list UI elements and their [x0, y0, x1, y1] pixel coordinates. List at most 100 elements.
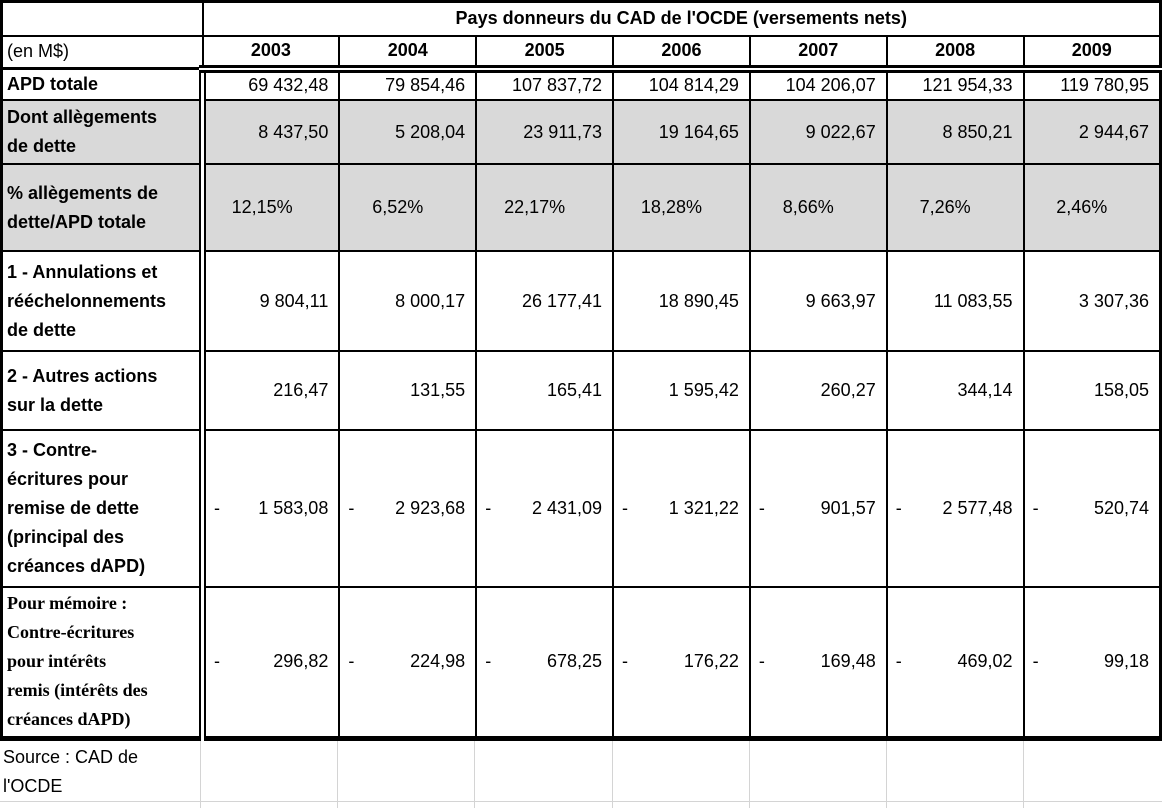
value-cell: 26 177,41 [475, 250, 615, 352]
minus-sign: - [895, 498, 902, 518]
year-header: 2009 [1022, 34, 1162, 73]
minus-sign: - [214, 651, 220, 672]
value-cell: 131,55 [338, 350, 478, 431]
value-cell: 8 000,17 [338, 250, 478, 352]
minus-sign: - [348, 651, 355, 672]
table-row-pct-allegements: % allègements de dette/APD totale 12,15%… [0, 163, 1162, 252]
value-cell: 119 780,95 [1022, 67, 1162, 101]
minus-sign: - [622, 651, 629, 672]
negative-value-cell: -1 583,08 [199, 429, 341, 588]
table-row-pour-memoire: Pour mémoire : Contre-écritures pour int… [0, 586, 1162, 741]
gridline-vertical [749, 740, 750, 808]
row-label: 3 - Contre- écritures pour remise de det… [0, 429, 204, 588]
percent-cell: 7,26% [885, 163, 1025, 252]
minus-sign: - [1032, 498, 1039, 518]
minus-sign: - [758, 651, 765, 672]
value-cell: 69 432,48 [199, 67, 341, 101]
value-cell: 104 814,29 [612, 67, 751, 101]
value-cell: 121 954,33 [885, 67, 1025, 101]
value-cell: 79 854,46 [338, 67, 478, 101]
value-cell: 9 804,11 [199, 250, 341, 352]
percent-cell: 22,17% [475, 163, 615, 252]
table-row-autres-actions: 2 - Autres actions sur la dette 216,47 1… [0, 350, 1162, 431]
negative-value-cell: -901,57 [748, 429, 888, 588]
minus-sign: - [622, 498, 629, 518]
value-cell: 344,14 [885, 350, 1025, 431]
table-row-contre-ecritures: 3 - Contre- écritures pour remise de det… [0, 429, 1162, 588]
source-strip: Source : CAD de l'OCDE [0, 740, 1162, 808]
negative-value-cell: -2 577,48 [885, 429, 1025, 588]
percent-cell: 2,46% [1022, 163, 1162, 252]
year-header: 2006 [612, 34, 751, 73]
source-note: Source : CAD de l'OCDE [3, 746, 139, 796]
value-cell: 8 437,50 [199, 99, 341, 165]
value-cell: 107 837,72 [475, 67, 615, 101]
value-cell: 19 164,65 [612, 99, 751, 165]
value-cell: 260,27 [748, 350, 888, 431]
minus-sign: - [214, 498, 220, 518]
data-table: Pays donneurs du CAD de l'OCDE (versemen… [0, 0, 1162, 741]
value-cell: 23 911,73 [475, 99, 615, 165]
negative-value-cell: -520,74 [1022, 429, 1162, 588]
percent-cell: 18,28% [612, 163, 751, 252]
gridline-vertical [200, 740, 201, 808]
value-cell: 8 850,21 [885, 99, 1025, 165]
value-cell: 9 022,67 [748, 99, 888, 165]
gridline-vertical [886, 740, 887, 808]
value-cell: 11 083,55 [885, 250, 1025, 352]
gridline-vertical [1023, 740, 1024, 808]
minus-sign: - [1032, 651, 1039, 672]
negative-value-cell: -176,22 [612, 586, 751, 741]
gridline-vertical [612, 740, 613, 808]
year-header: 2004 [338, 34, 478, 73]
table-row-apd-totale: APD totale 69 432,48 79 854,46 107 837,7… [0, 67, 1162, 101]
negative-value-cell: -1 321,22 [612, 429, 751, 588]
negative-value-cell: -2 923,68 [338, 429, 478, 588]
table-row-annulations: 1 - Annulations et rééchelonnements de d… [0, 250, 1162, 352]
minus-sign: - [485, 498, 492, 518]
negative-value-cell: -169,48 [748, 586, 888, 741]
table-title: Pays donneurs du CAD de l'OCDE (versemen… [201, 0, 1162, 37]
year-header: 2008 [885, 34, 1025, 73]
row-label: 2 - Autres actions sur la dette [0, 350, 204, 431]
row-label: 1 - Annulations et rééchelonnements de d… [0, 250, 204, 352]
row-label: % allègements de dette/APD totale [0, 163, 204, 252]
percent-cell: 6,52% [338, 163, 478, 252]
value-cell: 158,05 [1022, 350, 1162, 431]
negative-value-cell: -224,98 [338, 586, 478, 741]
percent-cell: 8,66% [748, 163, 888, 252]
year-header: 2003 [201, 34, 341, 73]
percent-cell: 12,15% [199, 163, 341, 252]
value-cell: 216,47 [199, 350, 341, 431]
value-cell: 165,41 [475, 350, 615, 431]
negative-value-cell: -2 431,09 [475, 429, 615, 588]
value-cell: 1 595,42 [612, 350, 751, 431]
gridline-vertical [337, 740, 338, 808]
value-cell: 104 206,07 [748, 67, 888, 101]
row-label: Dont allègements de dette [0, 99, 204, 165]
minus-sign: - [348, 498, 355, 518]
negative-value-cell: -99,18 [1022, 586, 1162, 741]
value-cell: 2 944,67 [1022, 99, 1162, 165]
value-cell: 5 208,04 [338, 99, 478, 165]
minus-sign: - [485, 651, 492, 672]
gridline-horizontal [0, 800, 1162, 802]
title-row: Pays donneurs du CAD de l'OCDE (versemen… [0, 0, 1162, 37]
table-row-dont-allegements: Dont allègements de dette 8 437,50 5 208… [0, 99, 1162, 165]
minus-sign: - [758, 498, 765, 518]
minus-sign: - [895, 651, 902, 672]
negative-value-cell: -469,02 [885, 586, 1025, 741]
value-cell: 18 890,45 [612, 250, 751, 352]
negative-value-cell: -678,25 [475, 586, 615, 741]
value-cell: 9 663,97 [748, 250, 888, 352]
value-cell: 3 307,36 [1022, 250, 1162, 352]
unit-label: (en M$) [0, 34, 204, 70]
year-header-row: (en M$) 2003 2004 2005 2006 2007 2008 20… [0, 34, 1162, 73]
row-label: APD totale [0, 67, 204, 101]
row-label: Pour mémoire : Contre-écritures pour int… [0, 586, 204, 741]
year-header: 2007 [748, 34, 888, 73]
gridline-vertical [474, 740, 475, 808]
negative-value-cell: -296,82 [199, 586, 341, 741]
year-header: 2005 [475, 34, 615, 73]
